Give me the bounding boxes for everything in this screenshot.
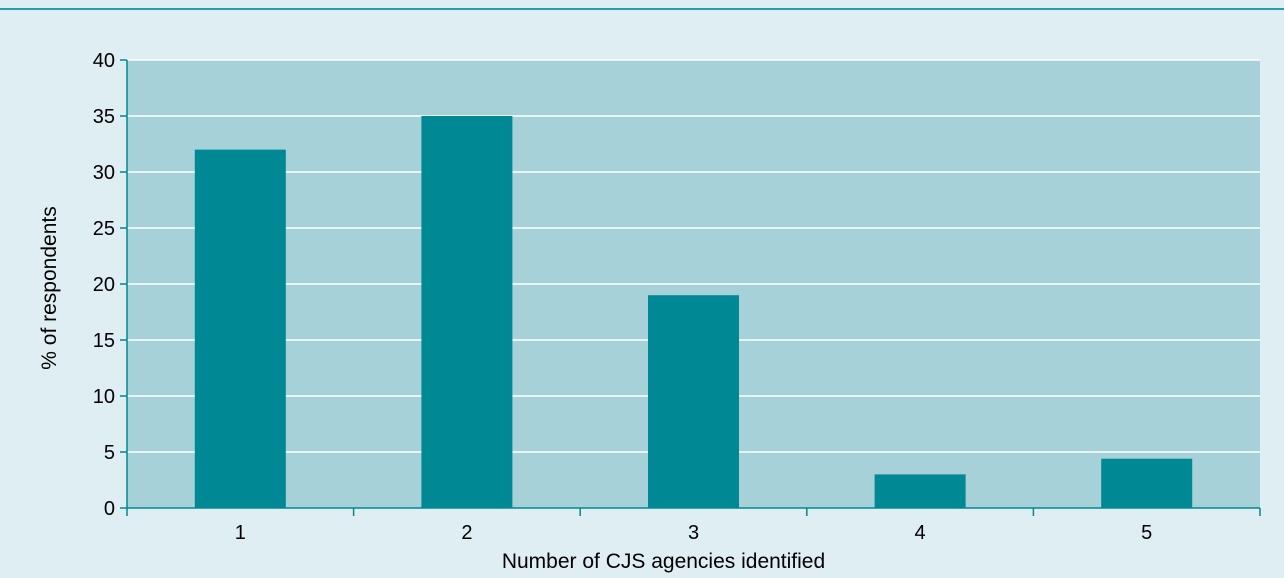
x-axis-label: Number of CJS agencies identified (502, 550, 825, 573)
x-tick-label: 5 (1141, 522, 1152, 544)
y-tick-label: 25 (93, 218, 115, 240)
x-tick-label: 4 (915, 522, 926, 544)
y-tick-label: 40 (93, 50, 115, 72)
y-tick-label: 20 (93, 274, 115, 296)
top-rule (0, 8, 1284, 10)
x-tick-label: 3 (688, 522, 699, 544)
bars (194, 116, 1193, 508)
gridlines (127, 59, 1260, 453)
y-axis-ticks: 0 5 10 15 20 25 30 35 40 (93, 50, 127, 520)
x-tick-label: 1 (235, 522, 246, 544)
y-tick-label: 30 (93, 162, 115, 184)
y-tick-label: 15 (93, 330, 115, 352)
y-tick-label: 0 (104, 498, 115, 520)
x-axis-ticks: 1 2 3 4 5 (126, 508, 1261, 544)
bar-3 (648, 295, 739, 508)
x-tick-label: 2 (461, 522, 472, 544)
bar-5 (1101, 458, 1193, 508)
y-tick-label: 35 (93, 106, 115, 128)
bar-4 (874, 474, 966, 508)
bar-1 (194, 149, 286, 508)
y-axis-label: % of respondents (38, 206, 61, 369)
y-tick-label: 5 (104, 442, 115, 464)
y-tick-label: 10 (93, 386, 115, 408)
bar-2 (421, 116, 513, 508)
